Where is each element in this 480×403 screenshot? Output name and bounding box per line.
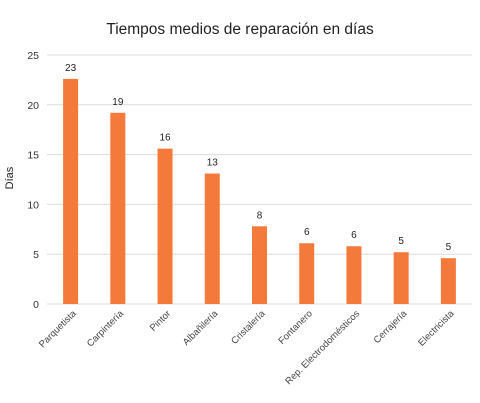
bar-6 xyxy=(299,243,315,304)
x-axis-categories: Parquetista Carpintería Pintor Albañilería C… xyxy=(37,308,457,387)
x-category-label: Albañilería xyxy=(181,308,221,348)
bar-1 xyxy=(63,78,79,305)
bar-3 xyxy=(157,148,173,304)
bar-2 xyxy=(110,112,126,304)
bar-7 xyxy=(346,246,362,304)
data-label: 19 xyxy=(112,97,124,108)
data-label: 5 xyxy=(446,242,452,253)
bar-5 xyxy=(252,226,267,304)
x-category-label: Electricista xyxy=(416,308,457,349)
y-tick-label: 20 xyxy=(27,100,39,112)
x-category-label: Cristalería xyxy=(229,308,268,347)
bar-8 xyxy=(393,252,409,304)
data-label: 16 xyxy=(159,133,171,144)
data-label: 8 xyxy=(257,210,263,221)
y-axis-label: Días xyxy=(4,166,16,189)
y-tick-label: 10 xyxy=(27,199,39,211)
data-labels: 23 19 16 13 8 6 6 5 5 xyxy=(65,63,452,253)
bars xyxy=(63,78,456,305)
y-axis-ticks: 0 5 10 15 20 25 xyxy=(27,50,39,311)
y-tick-label: 0 xyxy=(33,299,39,311)
bar-9 xyxy=(440,258,456,304)
bar-4 xyxy=(204,173,220,304)
x-category-label: Cerrajería xyxy=(372,308,410,346)
y-tick-label: 15 xyxy=(27,150,39,162)
y-tick-label: 25 xyxy=(27,50,39,62)
data-label: 6 xyxy=(351,230,357,241)
x-category-label: Parquetista xyxy=(37,308,79,350)
data-label: 5 xyxy=(398,236,404,247)
data-label: 23 xyxy=(65,63,77,74)
chart-title: Tiempos medios de reparación en días xyxy=(106,21,374,38)
y-tick-label: 5 xyxy=(33,249,39,261)
x-category-label: Pintor xyxy=(148,308,173,333)
data-label: 13 xyxy=(207,158,219,169)
x-category-label: Fontanero xyxy=(276,308,314,346)
data-label: 6 xyxy=(304,227,310,238)
x-category-label: Carpintería xyxy=(85,308,127,350)
